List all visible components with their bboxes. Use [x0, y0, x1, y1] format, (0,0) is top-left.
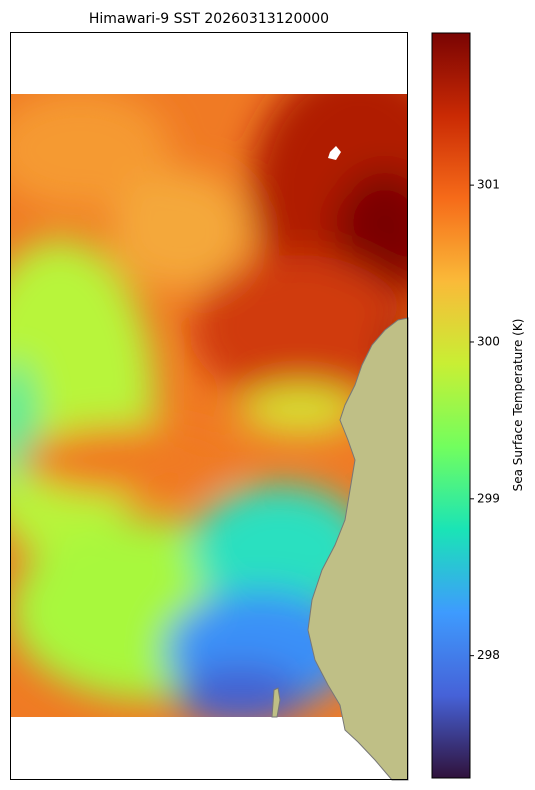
island: [271, 687, 281, 718]
colorbar-tick-label: 298: [477, 648, 500, 662]
land: [307, 317, 409, 781]
colorbar-label: Sea Surface Temperature (K): [511, 319, 525, 492]
colorbar-tick-label: 299: [477, 491, 500, 505]
colorbar-ticks: 298 299 300 301: [470, 178, 500, 662]
colorbar: [431, 32, 471, 779]
colorbar-tick-label: 301: [477, 178, 500, 192]
map-frame: [10, 32, 408, 780]
map-title: Himawari-9 SST 20260313120000: [89, 11, 329, 27]
colorbar-tick-label: 300: [477, 334, 500, 348]
cloud-mask: [328, 146, 341, 160]
